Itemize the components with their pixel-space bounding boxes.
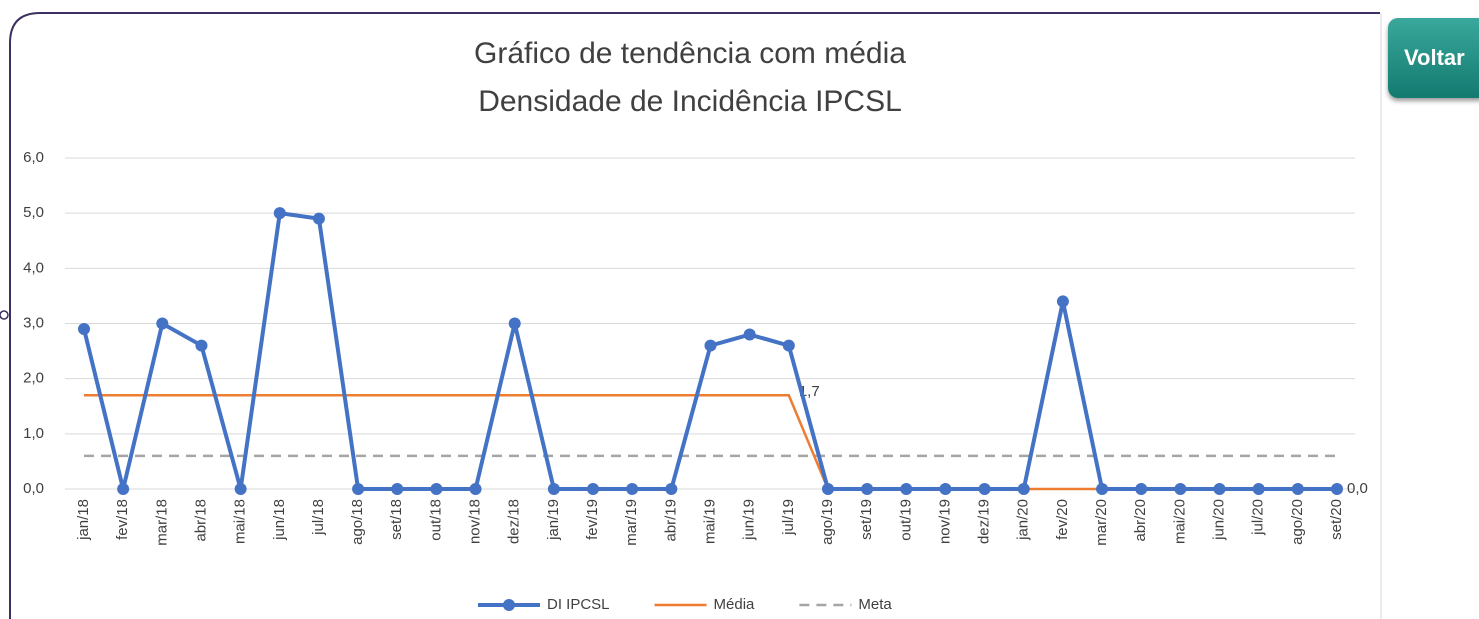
data-point: [547, 483, 560, 495]
x-tick-label: jul/18: [310, 499, 327, 536]
data-point: [1135, 483, 1148, 495]
legend-label: Média: [714, 596, 756, 613]
data-point: [469, 483, 482, 495]
data-point: [1056, 295, 1069, 308]
x-tick-label: fev/20: [1054, 499, 1071, 540]
x-tick-label: set/20: [1328, 499, 1345, 540]
legend-marker: [503, 599, 515, 611]
data-point: [508, 317, 521, 330]
x-tick-label: jan/18: [75, 499, 92, 541]
data-point: [587, 483, 600, 495]
y-tick-label: 6,0: [23, 149, 44, 166]
x-tick-label: ago/20: [1289, 499, 1306, 545]
data-point: [195, 339, 208, 352]
x-tick-label: fev/18: [114, 499, 131, 540]
x-tick-label: mar/18: [153, 499, 170, 546]
data-point: [1331, 483, 1343, 495]
x-tick-label: mar/20: [1093, 499, 1110, 546]
x-tick-label: dez/18: [506, 499, 523, 544]
back-button[interactable]: Voltar: [1388, 18, 1479, 98]
x-tick-label: out/19: [897, 499, 914, 541]
data-point: [978, 483, 991, 495]
x-tick-label: mar/19: [623, 499, 640, 546]
series-line: [84, 393, 1337, 491]
data-point: [117, 483, 130, 495]
data-point: [1252, 483, 1265, 495]
data-point: [665, 483, 678, 495]
x-tick-label: mai/18: [232, 499, 249, 544]
x-tick-label: jun/18: [271, 499, 288, 541]
data-point: [1174, 483, 1187, 495]
x-tick-label: set/19: [858, 499, 875, 540]
data-point: [1291, 483, 1304, 495]
data-point: [430, 483, 443, 495]
data-point: [1096, 483, 1109, 495]
x-tick-label: jan/19: [545, 499, 562, 541]
data-point: [273, 207, 286, 220]
y-tick-label: 4,0: [23, 259, 44, 276]
y-tick-label: 0,0: [23, 480, 44, 497]
x-tick-label: mai/19: [701, 499, 718, 544]
y-tick-label: 3,0: [23, 314, 44, 331]
data-point: [78, 323, 90, 336]
chart-title: Gráfico de tendência com média: [474, 37, 906, 70]
x-tick-label: dez/19: [976, 499, 993, 544]
data-point: [821, 483, 834, 495]
x-tick-label: abr/20: [1132, 499, 1149, 542]
legend-label: Meta: [858, 596, 892, 613]
x-tick-label: mai/20: [1171, 499, 1188, 544]
y-tick-label: 5,0: [23, 204, 44, 221]
y-tick-label: 1,0: [23, 425, 44, 442]
data-point: [234, 483, 247, 495]
x-tick-label: ago/19: [819, 499, 836, 545]
x-tick-label: nov/18: [467, 499, 484, 544]
x-tick-label: set/18: [388, 499, 405, 540]
data-point: [626, 483, 639, 495]
x-tick-label: jul/19: [780, 499, 797, 536]
handle: [0, 310, 9, 320]
data-point: [391, 483, 404, 495]
data-point: [704, 339, 717, 352]
frame: [9, 12, 1380, 619]
data-point: [782, 339, 795, 352]
legend-label: DI IPCSL: [547, 596, 610, 613]
data-point: [861, 483, 874, 495]
data-point: [743, 328, 756, 341]
x-tick-label: out/18: [427, 499, 444, 541]
data-point: [312, 212, 325, 225]
x-tick-label: ago/18: [349, 499, 366, 545]
x-tick-label: fev/19: [584, 499, 601, 540]
chart-subtitle: Densidade de Incidência IPCSL: [478, 85, 902, 118]
x-tick-label: abr/19: [662, 499, 679, 542]
x-tick-label: jan/20: [1015, 499, 1032, 541]
data-point: [939, 483, 952, 495]
data-point: [1017, 483, 1030, 495]
data-point: [352, 483, 365, 495]
x-tick-label: nov/19: [936, 499, 953, 544]
x-tick-label: abr/18: [192, 499, 209, 542]
data-point: [1213, 483, 1226, 495]
y-tick-label: 2,0: [23, 370, 44, 387]
x-tick-label: jul/20: [1250, 499, 1267, 536]
data-label: 0,0: [1347, 480, 1368, 497]
x-tick-label: jun/20: [1211, 499, 1228, 541]
x-tick-label: jun/19: [741, 499, 758, 541]
data-point: [900, 483, 913, 495]
data-point: [156, 317, 169, 330]
